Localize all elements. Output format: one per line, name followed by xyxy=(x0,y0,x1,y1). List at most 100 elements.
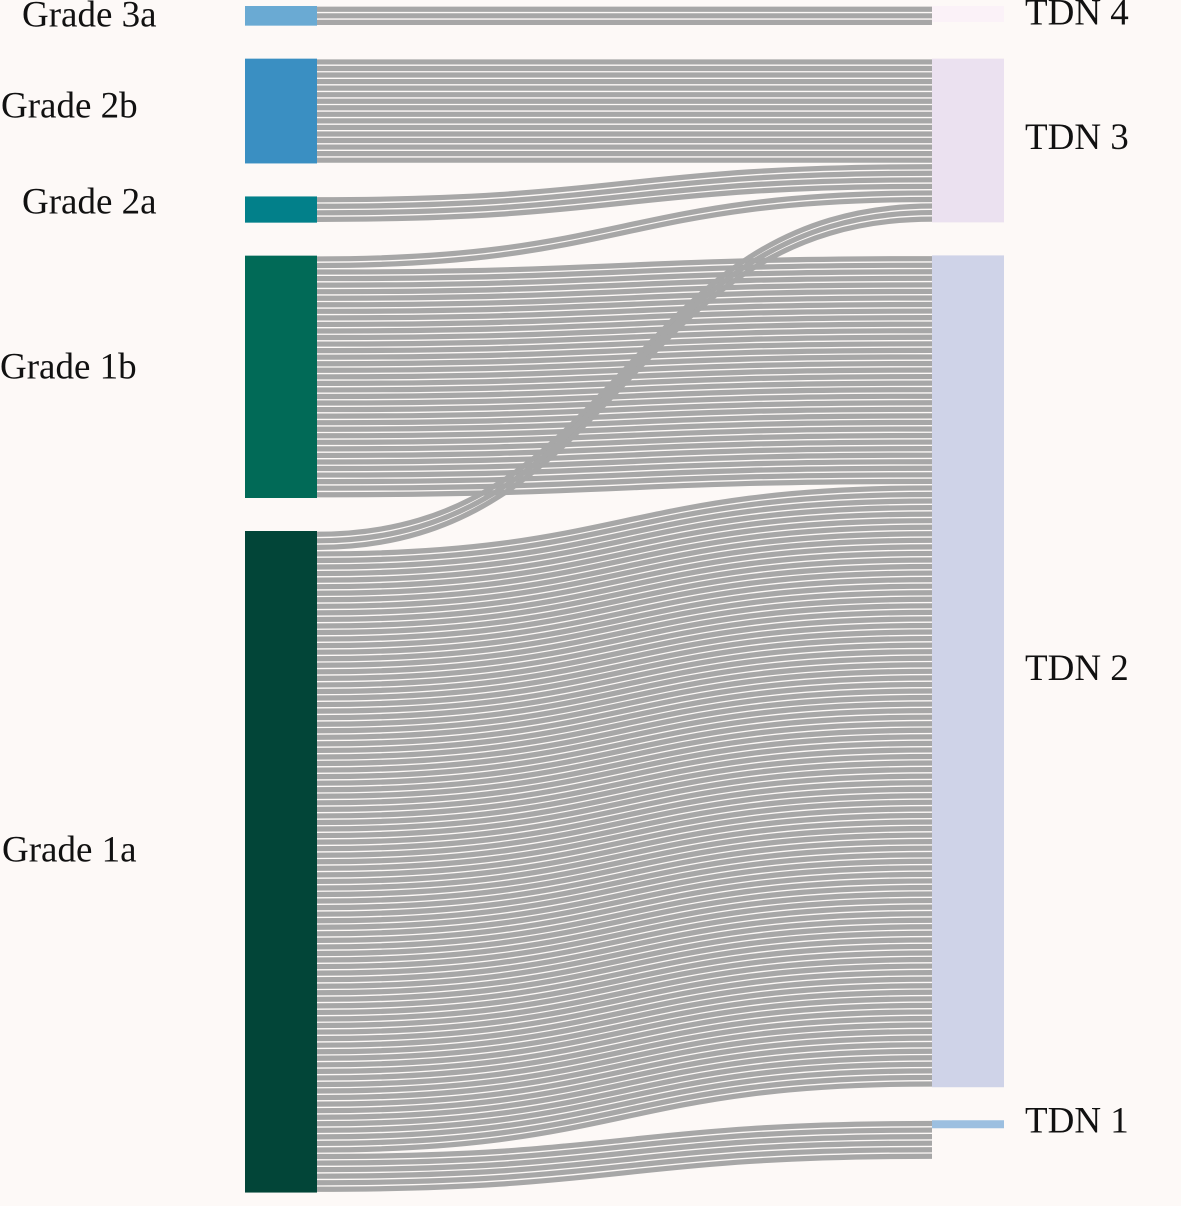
flow-strand xyxy=(316,976,933,1048)
flow-strand xyxy=(316,930,933,1002)
flow-strand xyxy=(316,635,933,708)
flow-strand xyxy=(316,721,933,793)
flow-strand xyxy=(316,642,933,714)
flow-strand xyxy=(316,170,933,209)
flow-strand xyxy=(316,518,933,590)
node-label-tdn1: TDN 1 xyxy=(1025,1101,1129,1142)
flow-strand xyxy=(316,478,933,498)
flow-strand xyxy=(316,570,933,642)
flow-strand xyxy=(316,675,933,747)
node-tdn4 xyxy=(932,6,1004,22)
flow-strand xyxy=(316,288,933,308)
flow-strand xyxy=(316,983,933,1055)
flow-strand xyxy=(316,459,933,478)
node-label-g2a: Grade 2a xyxy=(22,181,157,222)
node-g3a xyxy=(245,6,317,26)
flow-g1a-tdn2 xyxy=(316,485,933,1153)
flow-strand xyxy=(316,1042,933,1114)
flow-strand xyxy=(316,190,933,262)
flow-strand xyxy=(316,1048,933,1120)
flow-strand xyxy=(316,380,933,400)
flow-lines xyxy=(316,6,933,1192)
flow-strand xyxy=(316,911,933,983)
flow-strand xyxy=(316,301,933,321)
flow-strand xyxy=(316,334,933,354)
flow-strand xyxy=(316,511,933,583)
flow-strand xyxy=(316,616,933,688)
flow-strand xyxy=(316,989,933,1061)
flow-strand xyxy=(316,196,933,269)
node-tdn1 xyxy=(932,1120,1004,1129)
flow-strand xyxy=(316,1074,933,1147)
flow-strand xyxy=(316,209,933,544)
flow-strand xyxy=(316,472,933,491)
flow-strand xyxy=(316,1035,933,1107)
flow-strand xyxy=(316,1068,933,1140)
node-label-g1b: Grade 1b xyxy=(0,346,137,387)
flow-strand xyxy=(316,740,933,812)
flow-strand xyxy=(316,406,933,426)
flow-strand xyxy=(316,629,933,701)
flow-strand xyxy=(316,819,933,891)
flow-strand xyxy=(316,963,933,1035)
flow-strand xyxy=(316,1015,933,1088)
node-g2a xyxy=(245,196,317,223)
flow-strand xyxy=(316,694,933,767)
flow-strand xyxy=(316,924,933,996)
flow-strand xyxy=(316,387,933,406)
flow-strand xyxy=(316,393,933,413)
flow-strand xyxy=(316,590,933,662)
flow-strand xyxy=(316,917,933,989)
flow-strand xyxy=(316,262,933,282)
flow-strand xyxy=(316,465,933,485)
flow-strand xyxy=(316,668,933,740)
flow-strand xyxy=(316,308,933,328)
flow-strand xyxy=(316,681,933,754)
flow-strand xyxy=(316,504,933,577)
flow-strand xyxy=(316,1147,933,1186)
flow-strand xyxy=(316,1134,933,1173)
flow-strand xyxy=(316,419,933,439)
flow-g1a-tdn1 xyxy=(316,1120,933,1192)
node-label-tdn3: TDN 3 xyxy=(1025,117,1129,158)
node-g2b xyxy=(245,58,317,164)
flow-strand xyxy=(316,727,933,799)
flow-strand xyxy=(316,216,933,550)
flow-strand xyxy=(316,269,933,288)
flow-strand xyxy=(316,865,933,937)
node-g1b xyxy=(245,255,317,498)
flow-strand xyxy=(316,1061,933,1133)
flow-strand xyxy=(316,256,933,275)
flow-strand xyxy=(316,596,933,668)
flow-strand xyxy=(316,956,933,1029)
flow-strand xyxy=(316,282,933,301)
flow-strand xyxy=(316,780,933,852)
flow-strand xyxy=(316,793,933,865)
node-label-g1a: Grade 1a xyxy=(2,829,137,870)
flow-strand xyxy=(316,714,933,786)
flow-strand xyxy=(316,452,933,472)
flow-strand xyxy=(316,970,933,1042)
flow-strand xyxy=(316,1022,933,1094)
flow-strand xyxy=(316,583,933,655)
flow-strand xyxy=(316,799,933,871)
flow-strand xyxy=(316,943,933,1016)
flow-strand xyxy=(316,183,933,222)
flow-strand xyxy=(316,825,933,898)
flow-strand xyxy=(316,1002,933,1074)
flow-strand xyxy=(316,347,933,367)
flow-strand xyxy=(316,498,933,570)
flow-strand xyxy=(316,321,933,341)
flow-strand xyxy=(316,563,933,636)
flow-strand xyxy=(316,1127,933,1166)
flow-strand xyxy=(316,432,933,452)
nodes xyxy=(245,6,1004,1193)
node-tdn2 xyxy=(932,255,1004,1088)
flow-strand xyxy=(316,354,933,373)
flow-strand xyxy=(316,812,933,885)
flow-strand xyxy=(316,426,933,445)
flow-strand xyxy=(316,878,933,950)
flow-strand xyxy=(316,439,933,459)
node-label-g2b: Grade 2b xyxy=(1,85,138,126)
